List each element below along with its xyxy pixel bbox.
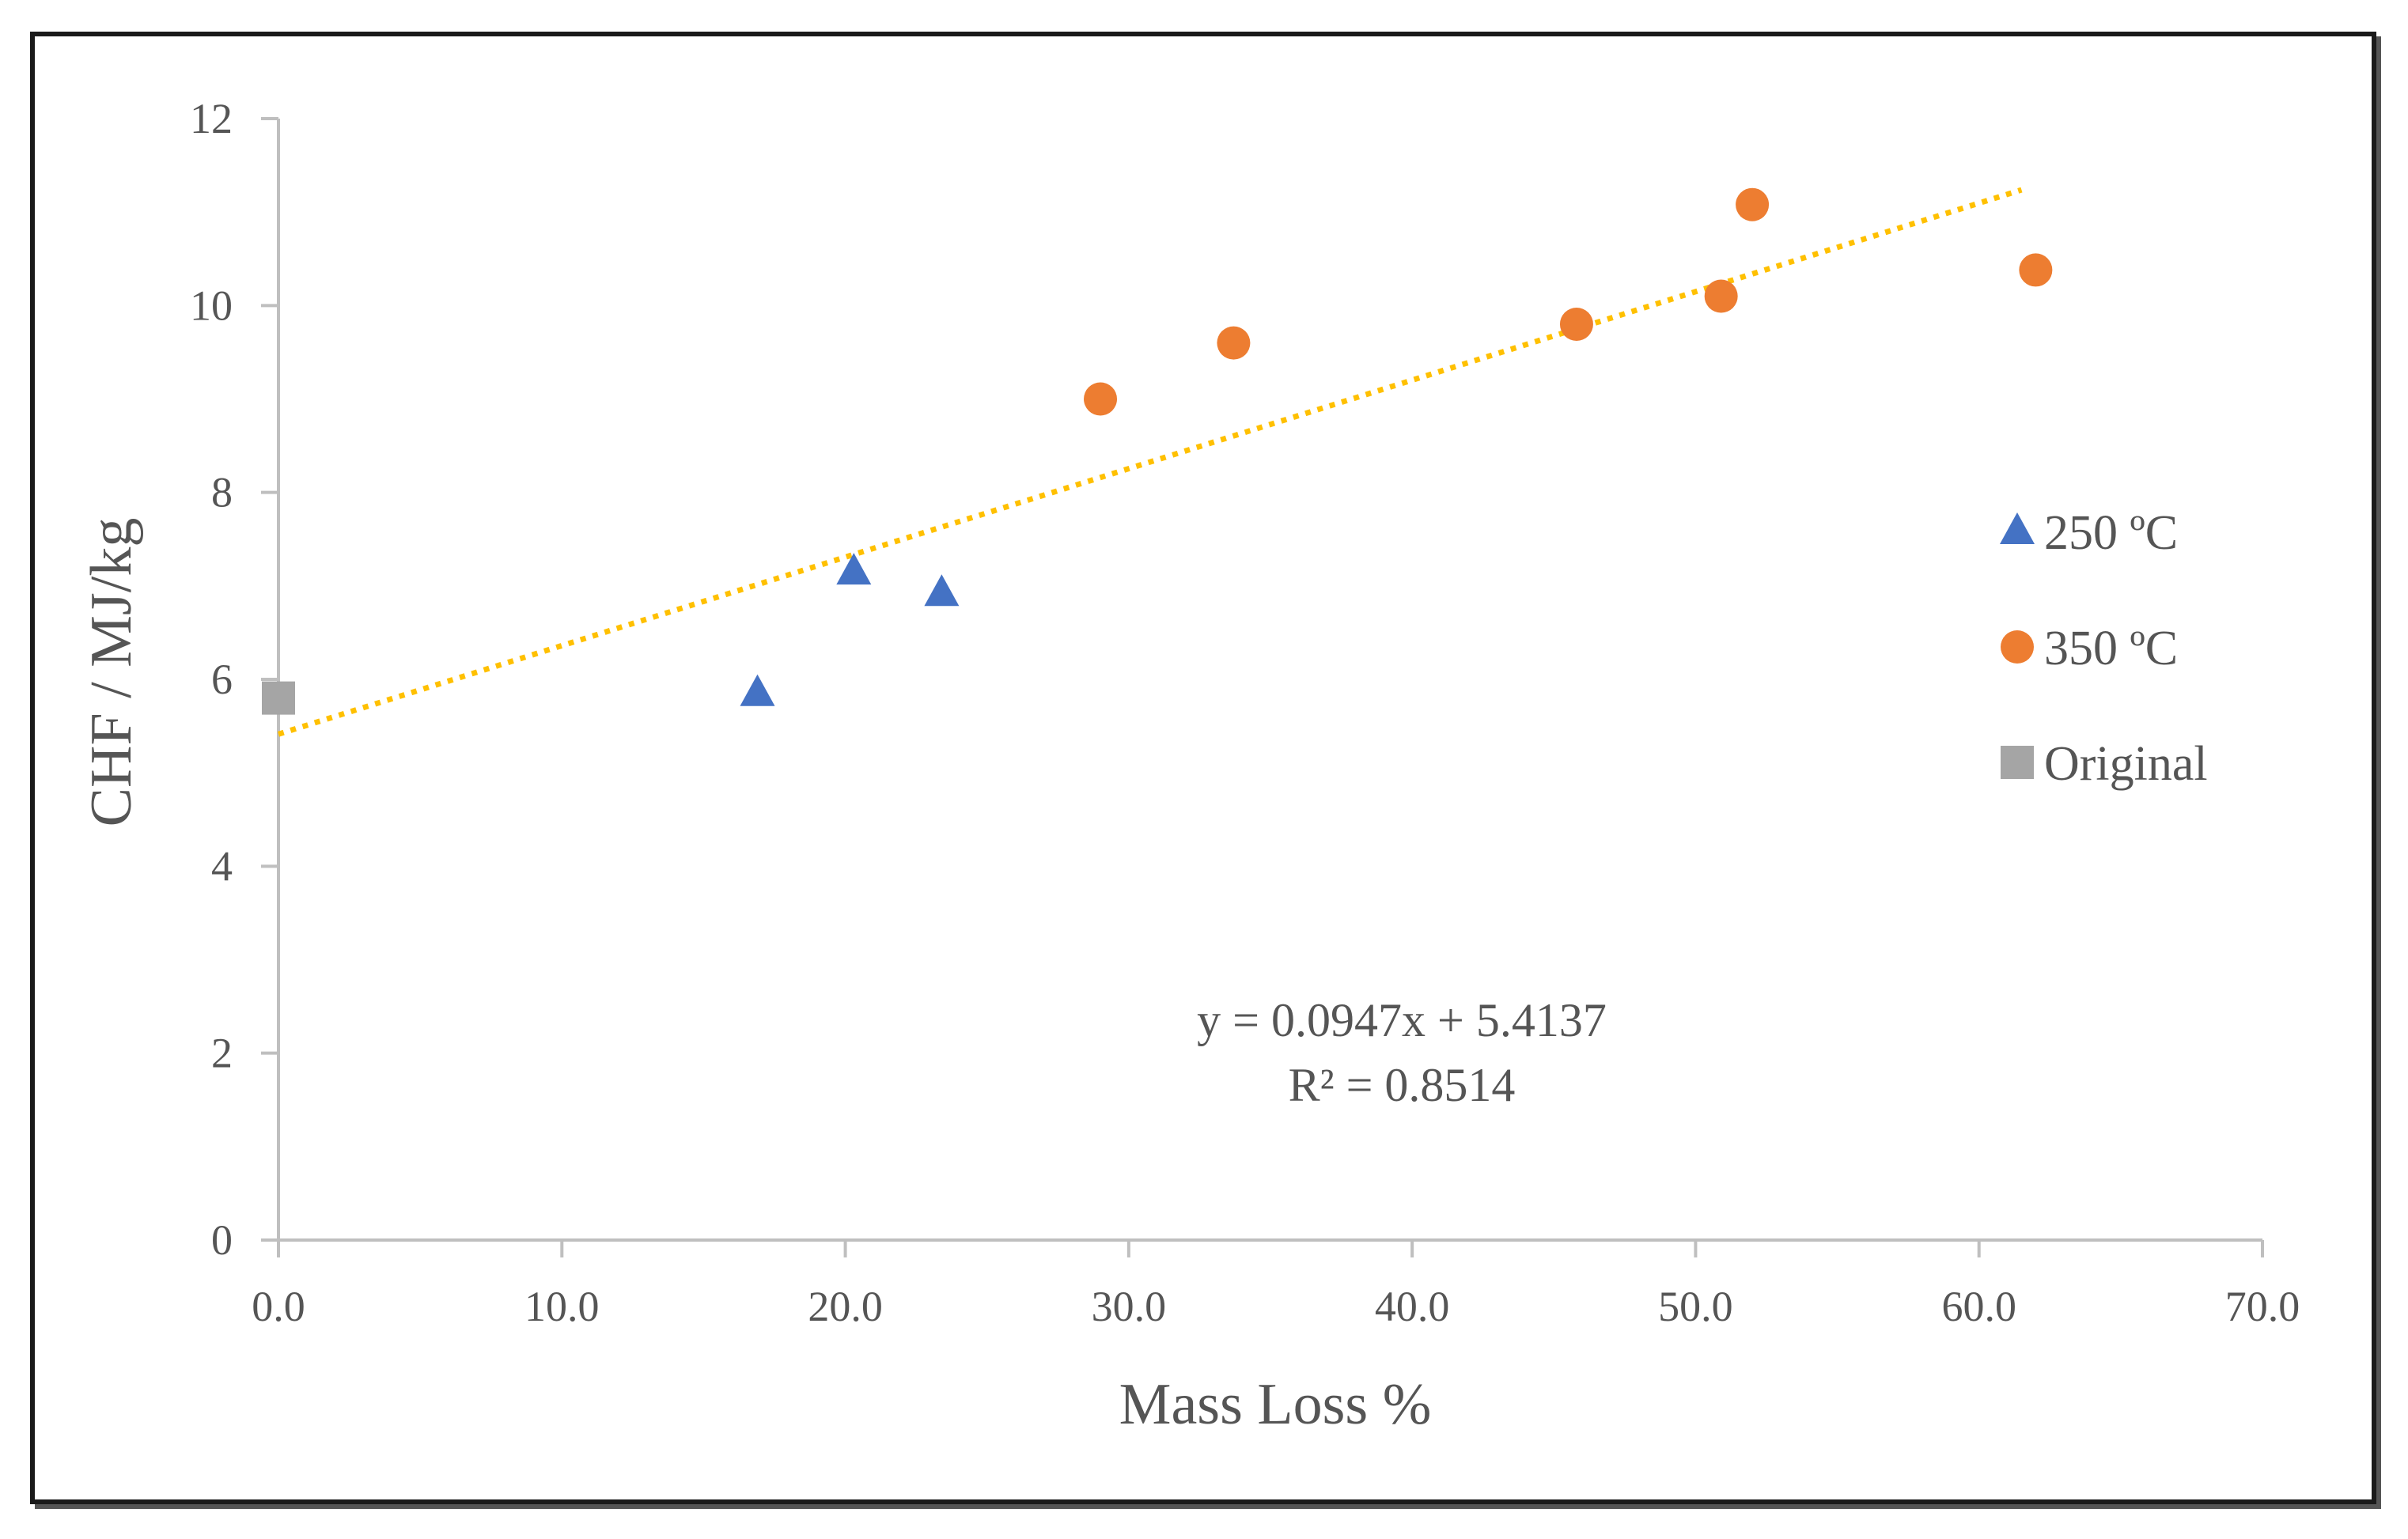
- legend-marker-250-c: [2000, 512, 2035, 544]
- x-tick-label: 0.0: [252, 1283, 305, 1330]
- point-original: [262, 681, 295, 715]
- y-tick-label: 4: [211, 842, 233, 890]
- point-350-c: [2019, 253, 2053, 287]
- point-250-c: [740, 674, 775, 706]
- y-tick-label: 10: [190, 282, 233, 329]
- point-250-c: [924, 574, 960, 607]
- x-tick-label: 50.0: [1658, 1283, 1733, 1330]
- data-points: [262, 187, 2053, 715]
- chart-frame: [30, 32, 2376, 1504]
- y-tick-label: 2: [211, 1030, 233, 1077]
- trendline-equation: y = 0.0947x + 5.4137: [1197, 994, 1607, 1046]
- x-tick-label: 30.0: [1092, 1283, 1167, 1330]
- x-tick-label: 60.0: [1941, 1283, 2016, 1330]
- x-axis-title: Mass Loss %: [1119, 1372, 1432, 1437]
- legend-label-original: Original: [2044, 737, 2208, 791]
- point-350-c: [1217, 326, 1251, 360]
- legend: 250 ºC 350 ºC Original: [2000, 506, 2208, 791]
- y-tick-label: 6: [211, 656, 233, 703]
- point-350-c: [1559, 307, 1593, 341]
- y-tick-label: 0: [211, 1216, 233, 1264]
- y-tick-label: 8: [211, 469, 233, 516]
- legend-label-350-c: 350 ºC: [2044, 622, 2178, 675]
- x-tick-label: 10.0: [524, 1283, 600, 1330]
- y-axis-title: CHF / MJ/kg: [79, 518, 144, 827]
- point-250-c: [836, 553, 872, 585]
- point-350-c: [1084, 382, 1118, 416]
- legend-label-250-c: 250 ºC: [2044, 506, 2178, 560]
- point-350-c: [1704, 279, 1738, 313]
- legend-marker-original: [2001, 746, 2034, 779]
- axes: 0 2 4 6 8 10 12 0.0 10.0 20.0 30.0 40.0 50.0 60.0 70.0: [190, 95, 2300, 1330]
- trendline-group: [277, 187, 2023, 737]
- trendline: [277, 187, 2023, 737]
- x-tick-label: 20.0: [808, 1283, 883, 1330]
- legend-marker-350-c: [2001, 630, 2034, 664]
- trendline-r2: R² = 0.8514: [1289, 1059, 1516, 1111]
- point-350-c: [1736, 187, 1770, 221]
- x-tick-label: 40.0: [1375, 1283, 1450, 1330]
- x-tick-label: 70.0: [2225, 1283, 2300, 1330]
- y-tick-label: 12: [190, 95, 233, 142]
